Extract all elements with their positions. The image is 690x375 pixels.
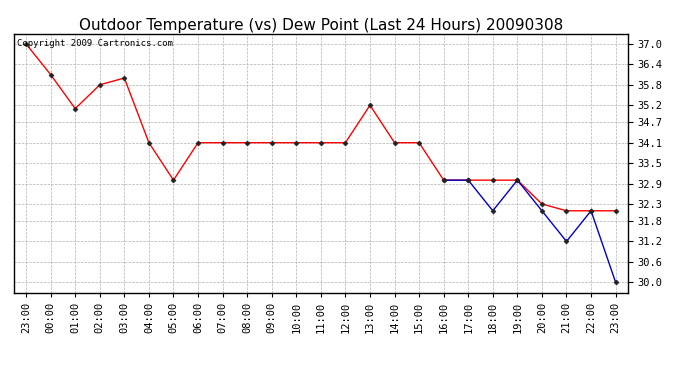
Title: Outdoor Temperature (vs) Dew Point (Last 24 Hours) 20090308: Outdoor Temperature (vs) Dew Point (Last…: [79, 18, 563, 33]
Text: Copyright 2009 Cartronics.com: Copyright 2009 Cartronics.com: [17, 39, 172, 48]
